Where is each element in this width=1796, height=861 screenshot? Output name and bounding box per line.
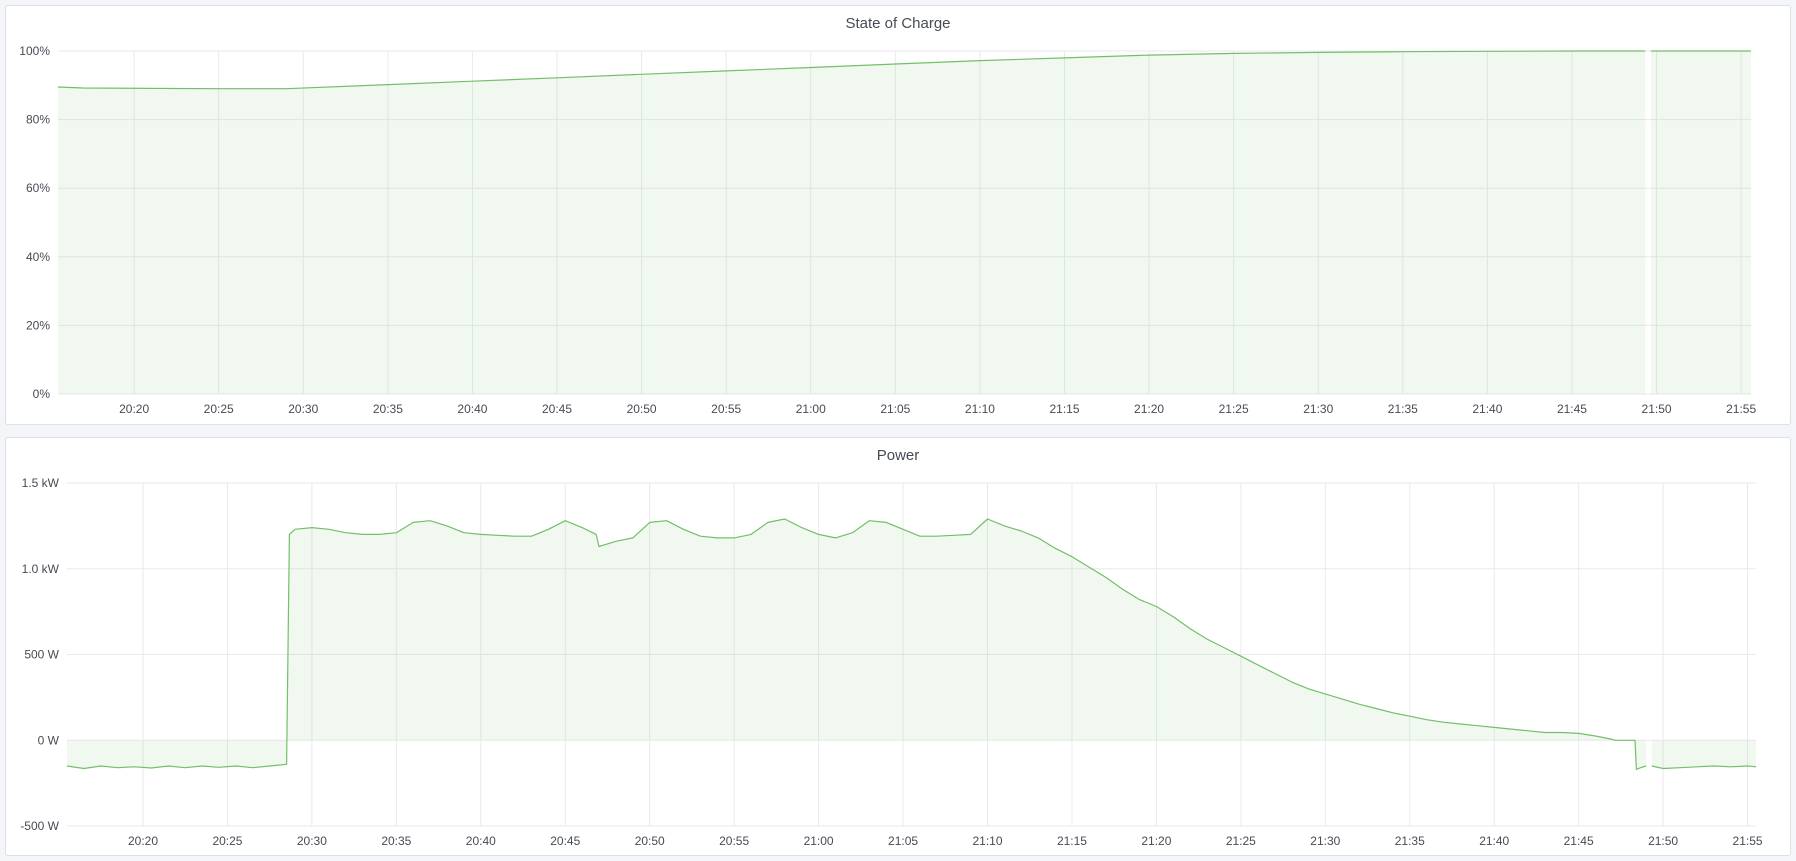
- y-tick-label: 20%: [26, 318, 50, 332]
- y-tick-label: 60%: [26, 181, 50, 195]
- y-tick-label: 0%: [33, 387, 51, 401]
- x-tick-label: 20:35: [381, 834, 411, 848]
- x-tick-label: 21:00: [796, 402, 826, 416]
- y-tick-label: -500 W: [20, 819, 59, 833]
- x-tick-label: 21:45: [1564, 834, 1594, 848]
- y-tick-label: 80%: [26, 113, 50, 127]
- x-tick-label: 21:15: [1049, 402, 1079, 416]
- x-tick-label: 21:40: [1472, 402, 1502, 416]
- power-panel: Power -500 W 0 W 500 W 1.0 kW 1.5 kW 20:20 20:…: [5, 437, 1791, 856]
- series-area-fill: [1651, 740, 1756, 769]
- power-chart: -500 W 0 W 500 W 1.0 kW 1.5 kW 20:20 20:25 20:3…: [20, 476, 1763, 848]
- series-line: [1651, 765, 1757, 770]
- x-tick-label: 21:00: [804, 834, 834, 848]
- x-tick-label: 20:25: [204, 402, 234, 416]
- x-tick-label: 21:10: [965, 402, 995, 416]
- y-tick-label: 1.0 kW: [22, 562, 60, 576]
- x-tick-label: 20:40: [466, 834, 496, 848]
- x-tick-label: 20:30: [288, 402, 318, 416]
- y-tick-label: 1.5 kW: [22, 476, 60, 490]
- x-tick-label: 20:55: [719, 834, 749, 848]
- x-tick-label: 20:55: [711, 402, 741, 416]
- x-tick-label: 21:25: [1219, 402, 1249, 416]
- series-line: [66, 518, 1647, 770]
- x-tick-label: 21:50: [1648, 834, 1678, 848]
- x-tick-label: 21:50: [1642, 402, 1672, 416]
- panel-title[interactable]: Power: [876, 447, 920, 464]
- x-tick-label: 21:15: [1057, 834, 1087, 848]
- y-tick-label: 500 W: [24, 648, 59, 662]
- x-tick-label: 20:35: [373, 402, 403, 416]
- panel-title[interactable]: State of Charge: [845, 15, 951, 32]
- x-tick-label: 21:55: [1726, 402, 1756, 416]
- x-tick-label: 20:20: [119, 402, 149, 416]
- x-tick-label: 21:05: [880, 402, 910, 416]
- x-tick-label: 20:20: [128, 834, 158, 848]
- x-tick-label: 21:30: [1310, 834, 1340, 848]
- x-tick-label: 20:45: [550, 834, 580, 848]
- x-tick-label: 20:40: [457, 402, 487, 416]
- x-tick-label: 21:10: [972, 834, 1002, 848]
- x-tick-label: 21:20: [1141, 834, 1171, 848]
- x-tick-label: 21:45: [1557, 402, 1587, 416]
- x-tick-label: 20:25: [212, 834, 242, 848]
- series-area-fill: [58, 51, 1646, 394]
- x-tick-label: 21:35: [1395, 834, 1425, 848]
- x-tick-label: 21:25: [1226, 834, 1256, 848]
- state-of-charge-chart: 0% 20% 40% 60% 80% 100% 20:20 20:25 20:30 20:35 20…: [19, 44, 1756, 416]
- y-tick-label: 0 W: [38, 733, 60, 747]
- y-tick-label: 40%: [26, 250, 50, 264]
- x-tick-label: 21:55: [1733, 834, 1763, 848]
- x-tick-label: 21:20: [1134, 402, 1164, 416]
- series-line: [57, 50, 1646, 90]
- x-tick-label: 21:30: [1303, 402, 1333, 416]
- series-area-fill: [67, 519, 1647, 770]
- x-tick-label: 20:50: [635, 834, 665, 848]
- x-tick-label: 21:05: [888, 834, 918, 848]
- y-tick-label: 100%: [19, 44, 50, 58]
- state-of-charge-panel: State of Charge 0% 20% 40% 60% 80% 100% 20:20 2…: [5, 5, 1791, 425]
- x-tick-label: 20:50: [627, 402, 657, 416]
- x-tick-label: 20:30: [297, 834, 327, 848]
- x-tick-label: 20:45: [542, 402, 572, 416]
- series-area-fill: [1650, 51, 1751, 394]
- x-tick-label: 21:40: [1479, 834, 1509, 848]
- x-tick-label: 21:35: [1388, 402, 1418, 416]
